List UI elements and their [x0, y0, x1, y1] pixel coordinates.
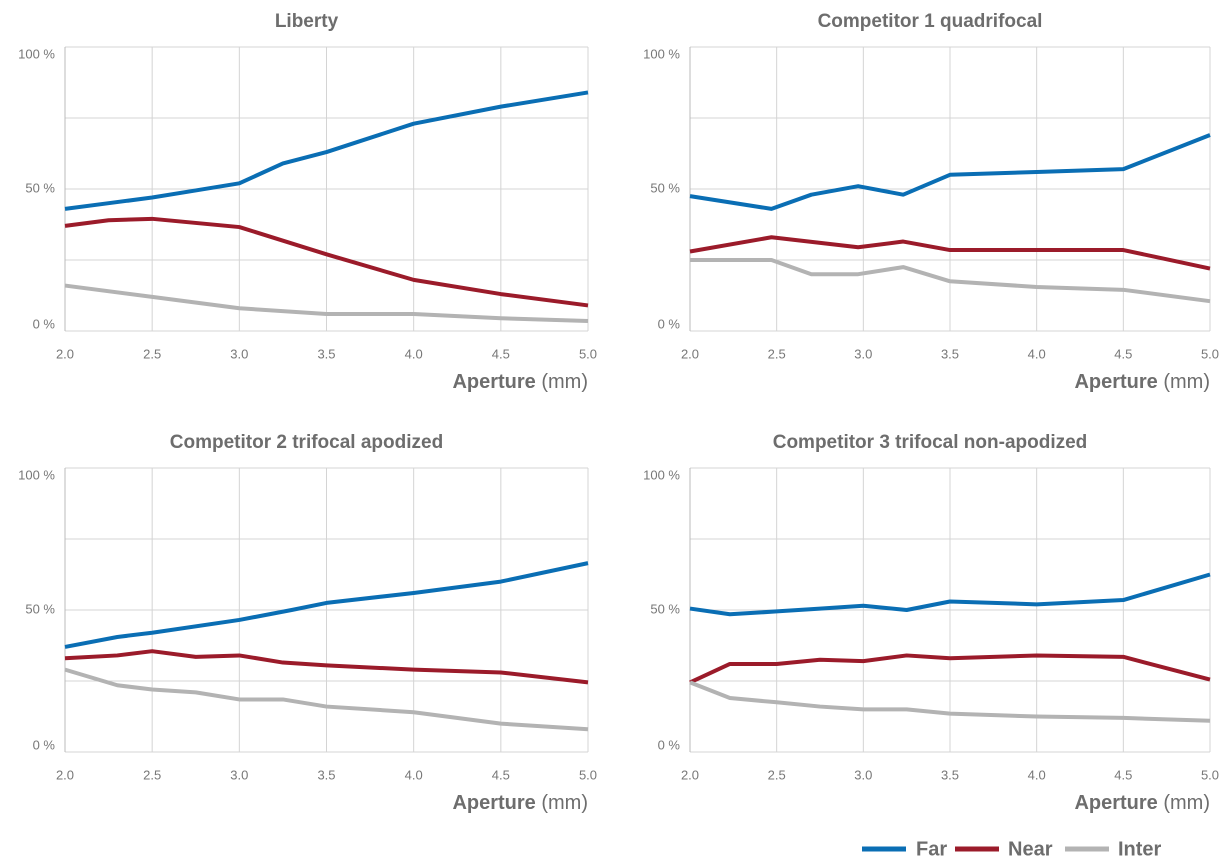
x-tick-label: 4.5 — [1114, 346, 1132, 361]
x-tick-label: 4.0 — [1028, 346, 1046, 361]
x-axis-label: Aperture (mm) — [1074, 792, 1210, 814]
x-tick-label: 4.0 — [405, 767, 423, 782]
x-tick-label: 3.0 — [230, 767, 248, 782]
y-tick-label: 50 % — [25, 601, 55, 616]
data-line — [689, 235, 1211, 271]
data-line — [689, 680, 1211, 723]
x-axis-label: Aperture (mm) — [452, 792, 588, 814]
y-tick-label: 0 % — [658, 316, 681, 331]
y-tick-label: 100 % — [643, 467, 680, 482]
y-tick-label: 0 % — [658, 737, 681, 752]
chart-title: Liberty — [275, 11, 339, 32]
data-line — [64, 90, 589, 211]
x-tick-label: 3.5 — [317, 346, 335, 361]
x-tick-label: 3.5 — [941, 767, 959, 782]
data-line — [689, 653, 1211, 685]
data-line — [689, 572, 1211, 617]
x-tick-label: 3.0 — [230, 346, 248, 361]
y-tick-label: 50 % — [650, 180, 680, 195]
chart-title: Competitor 3 trifocal non-apodized — [773, 432, 1088, 453]
y-tick-label: 50 % — [650, 601, 680, 616]
data-line — [64, 216, 589, 308]
y-tick-label: 100 % — [18, 46, 55, 61]
x-tick-label: 3.0 — [854, 767, 872, 782]
x-tick-label: 4.5 — [492, 346, 510, 361]
x-tick-label: 2.0 — [56, 346, 74, 361]
x-tick-label: 4.5 — [492, 767, 510, 782]
chart-title: Competitor 2 trifocal apodized — [170, 432, 443, 453]
x-tick-label: 2.5 — [143, 346, 161, 361]
y-tick-label: 100 % — [643, 46, 680, 61]
x-tick-label: 2.0 — [681, 767, 699, 782]
x-tick-label: 2.0 — [56, 767, 74, 782]
data-line — [64, 561, 589, 649]
data-line — [689, 133, 1211, 211]
x-tick-label: 2.0 — [681, 346, 699, 361]
chart-title: Competitor 1 quadrifocal — [818, 11, 1043, 32]
x-tick-label: 5.0 — [1201, 346, 1219, 361]
x-tick-label: 5.0 — [579, 346, 597, 361]
legend-label: Near — [1008, 838, 1053, 860]
x-tick-label: 2.5 — [143, 767, 161, 782]
legend-label: Inter — [1118, 838, 1162, 860]
x-tick-label: 3.5 — [941, 346, 959, 361]
y-tick-label: 0 % — [33, 737, 56, 752]
x-tick-label: 2.5 — [768, 767, 786, 782]
y-tick-label: 50 % — [25, 180, 55, 195]
x-tick-label: 4.0 — [1028, 767, 1046, 782]
x-tick-label: 5.0 — [579, 767, 597, 782]
data-line — [690, 258, 1211, 304]
y-tick-label: 100 % — [18, 467, 55, 482]
x-tick-label: 4.0 — [405, 346, 423, 361]
x-tick-label: 5.0 — [1201, 767, 1219, 782]
x-tick-label: 4.5 — [1114, 767, 1132, 782]
legend-label: Far — [916, 838, 947, 860]
data-line — [64, 667, 589, 732]
x-tick-label: 2.5 — [768, 346, 786, 361]
data-line — [64, 283, 589, 324]
x-axis-label: Aperture (mm) — [1074, 371, 1210, 393]
x-tick-label: 3.5 — [317, 767, 335, 782]
x-tick-label: 3.0 — [854, 346, 872, 361]
data-line — [64, 649, 589, 685]
x-axis-label: Aperture (mm) — [452, 371, 588, 393]
y-tick-label: 0 % — [33, 316, 56, 331]
